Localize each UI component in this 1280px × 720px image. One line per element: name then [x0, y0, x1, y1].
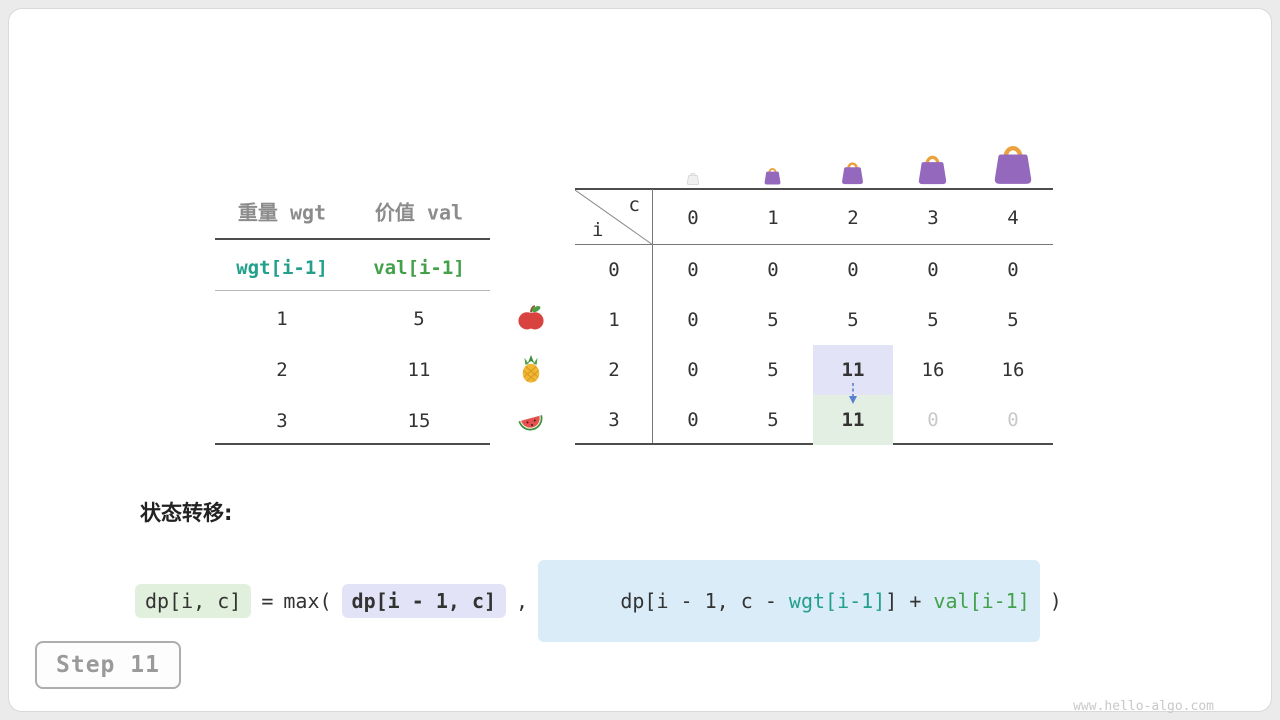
dp-col-header-2: 2: [847, 206, 859, 229]
items-val-formula: val[i-1]: [373, 257, 465, 279]
dp-cell-0-0: 0: [687, 259, 699, 281]
dp-row-header-0: 0: [608, 259, 620, 281]
dp-cell-3-2: 11: [813, 395, 893, 445]
formula-comma: ,: [516, 589, 529, 613]
dp-table: c i 0 1 2 3 4 0 0 0 0 0 0 1 0 5 5 5 5 2 …: [575, 190, 1053, 445]
watermelon-icon: [518, 415, 543, 431]
dp-cell-2-2: 11: [813, 345, 893, 395]
dp-row-header-2: 2: [608, 359, 620, 381]
item-3-weight: 3: [276, 410, 288, 432]
bag-ghost-icon: [686, 172, 700, 185]
state-transition-label: 状态转移:: [140, 501, 233, 525]
formula-close-paren: ): [1049, 589, 1062, 613]
corner-col-var: c: [628, 194, 640, 216]
corner-row-var: i: [592, 219, 604, 241]
dp-cell-0-3: 0: [927, 259, 939, 281]
formula-arg2-chip: dp[i - 1, c - wgt[i-1]] + val[i-1]: [538, 560, 1040, 642]
transition-arrow-icon: [849, 383, 857, 404]
dp-table-header-rule: [575, 244, 1053, 245]
dp-col-header-3: 3: [927, 206, 939, 229]
bag-medium-icon: [842, 162, 863, 185]
dp-cell-2-0: 0: [687, 359, 699, 381]
dp-cell-2-4: 16: [1001, 359, 1025, 381]
items-table-mid-rule: [215, 290, 490, 291]
dp-cell-1-3: 5: [927, 309, 939, 331]
dp-cell-3-4: 0: [1007, 409, 1019, 431]
dp-col-header-1: 1: [767, 206, 779, 229]
dp-col-header-0: 0: [687, 206, 699, 229]
dp-cell-0-4: 0: [1007, 259, 1019, 281]
dp-cell-1-4: 5: [1007, 309, 1019, 331]
apple-icon: [518, 304, 544, 330]
items-wgt-formula: wgt[i-1]: [236, 257, 328, 279]
step-badge: Step 11: [35, 641, 181, 689]
items-table-top-rule: [215, 238, 490, 240]
formula-arg2-wgt: wgt[i-1]: [788, 589, 886, 613]
item-2-value: 11: [407, 359, 431, 381]
watermark: www.hello-algo.com: [1073, 699, 1214, 714]
item-3-value: 15: [407, 410, 431, 432]
state-transition-formula: dp[i, c] = max( dp[i - 1, c] , dp[i - 1,…: [135, 560, 1062, 642]
items-value-header: 价值 val: [374, 200, 464, 225]
dp-row-header-3: 3: [608, 409, 620, 431]
dp-cell-2-1: 5: [767, 359, 779, 381]
bag-small-icon: [764, 167, 781, 185]
dp-cell-3-0: 0: [687, 409, 699, 431]
dp-cell-1-2: 5: [847, 309, 859, 331]
item-2-weight: 2: [276, 359, 288, 381]
pineapple-icon: [522, 354, 540, 383]
dp-cell-3-1: 5: [767, 409, 779, 431]
formula-max-open: max(: [283, 589, 332, 613]
formula-equals: =: [261, 589, 274, 613]
items-table-bottom-rule: [215, 443, 490, 445]
items-weight-header: 重量 wgt: [237, 200, 327, 225]
item-1-weight: 1: [276, 308, 288, 330]
bag-large-icon: [918, 155, 947, 185]
dp-cell-2-3: 16: [921, 359, 945, 381]
dp-cell-3-3: 0: [927, 409, 939, 431]
dp-row-header-1: 1: [608, 309, 620, 331]
formula-arg1-chip: dp[i - 1, c]: [341, 584, 507, 618]
formula-arg2-part2: ] +: [885, 589, 934, 613]
dp-col-header-4: 4: [1007, 206, 1019, 229]
formula-arg2-part1: dp[i - 1, c -: [620, 589, 789, 613]
formula-arg2-val: val[i-1]: [933, 589, 1030, 613]
dp-cell-1-1: 5: [767, 309, 779, 331]
item-1-value: 5: [413, 308, 425, 330]
dp-corner-cell: c i: [575, 190, 653, 245]
bag-xlarge-icon: [994, 146, 1032, 184]
formula-lhs-chip: dp[i, c]: [135, 584, 252, 618]
dp-table-vertical-rule: [652, 189, 653, 445]
corner-diagonal-line: [575, 190, 653, 245]
dp-cell-1-0: 0: [687, 309, 699, 331]
dp-table-top-rule: [575, 188, 1053, 190]
dp-cell-0-1: 0: [767, 259, 779, 281]
dp-cell-0-2: 0: [847, 259, 859, 281]
